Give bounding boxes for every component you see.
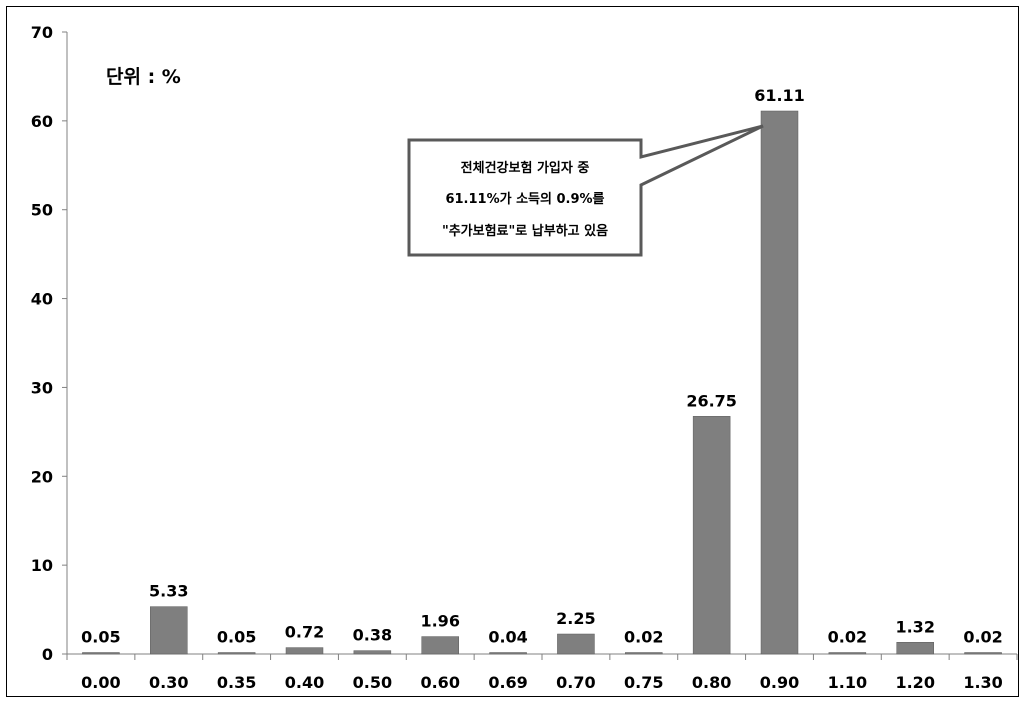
data-label: 0.02 [963,628,1002,647]
callout-text-line: "추가보험료"로 납부하고 있음 [442,223,608,239]
bar [625,652,663,655]
data-label: 2.25 [556,609,595,628]
data-label: 1.96 [420,612,459,631]
x-tick-label: 0.75 [624,673,663,692]
labels-group: 0.05 0.00 5.33 0.30 0.05 0.35 0.72 0.40 0.38 0.50… [81,86,1003,692]
unit-label: 단위 : % [106,66,181,88]
data-label: 61.11 [754,86,805,105]
bar [896,642,934,655]
bar [489,652,527,655]
y-tick-label: 70 [31,23,53,42]
bar [557,633,595,655]
data-label: 26.75 [686,391,737,410]
bar [964,652,1002,655]
data-label: 0.72 [285,623,324,642]
data-label: 0.02 [828,628,867,647]
x-tick-label: 0.60 [420,673,459,692]
bars-group [82,110,1002,655]
y-tick-label: 10 [31,556,53,575]
callout-annotation: 전체건강보험 가입자 중 61.11%가 소득의 0.9%를 "추가보험료"로 납부… [407,124,764,257]
x-tick-label: 1.20 [895,673,934,692]
x-tick-label: 0.90 [760,673,799,692]
callout-box [407,124,764,257]
data-label: 1.32 [895,617,934,636]
x-tick-label: 0.50 [353,673,392,692]
y-tick-label: 60 [31,112,53,131]
bar [82,652,120,655]
x-tick-label: 0.70 [556,673,595,692]
x-tick-label: 0.35 [217,673,256,692]
bar [828,652,867,655]
x-tick-label: 0.00 [81,673,120,692]
y-tick-label: 40 [31,290,53,309]
x-tick-label: 0.30 [149,673,188,692]
data-label: 5.33 [149,582,188,601]
bar [692,416,731,655]
bar [353,650,392,655]
x-tick-label: 0.69 [488,673,527,692]
x-tick-label: 0.80 [692,673,731,692]
data-label: 0.05 [217,628,256,647]
x-tick-label: 1.30 [963,673,1002,692]
y-tick-label: 50 [31,201,53,220]
bar [285,647,324,655]
bar [217,652,256,655]
bar [421,636,459,655]
chart-frame-border [6,6,1019,697]
y-tick-label: 0 [42,645,53,664]
data-label: 0.05 [81,628,120,647]
y-tick-label: 30 [31,378,53,397]
callout-text-line: 전체건강보험 가입자 중 [461,160,590,176]
callout-text-line: 61.11%가 소득의 0.9%를 [445,191,604,207]
data-label: 0.02 [624,628,663,647]
data-label: 0.38 [353,626,392,645]
y-tick-label: 20 [31,467,53,486]
x-tick-label: 1.10 [828,673,867,692]
x-tick-label: 0.40 [285,673,324,692]
bar [150,606,188,655]
data-label: 0.04 [488,628,527,647]
bar [760,110,799,655]
